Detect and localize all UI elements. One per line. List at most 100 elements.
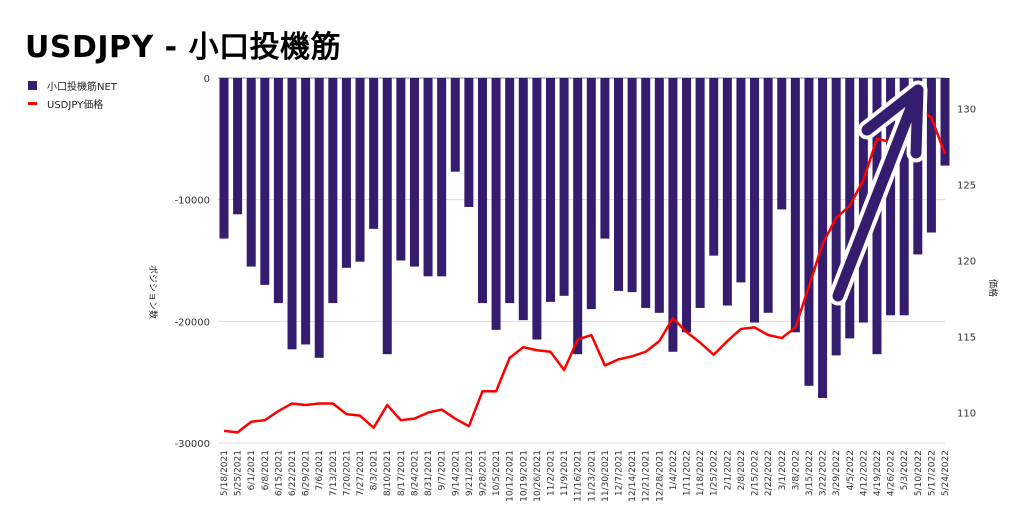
x-tick-label: 4/19/2022 xyxy=(873,450,883,496)
bar xyxy=(641,78,651,308)
x-tick-label: 2/8/2022 xyxy=(737,450,747,490)
bar xyxy=(627,78,637,293)
bar xyxy=(273,78,283,304)
x-tick-label: 11/30/2021 xyxy=(601,450,611,502)
bar xyxy=(260,78,270,285)
x-tick-label: 7/6/2021 xyxy=(315,450,325,490)
bar xyxy=(654,78,664,313)
x-tick-label: 6/15/2021 xyxy=(274,450,284,496)
x-tick-label: 2/15/2022 xyxy=(751,450,761,496)
bar xyxy=(586,78,596,310)
bar xyxy=(763,78,773,313)
x-tick-label: 9/21/2021 xyxy=(465,450,475,496)
bar xyxy=(532,78,542,340)
x-tick-label: 12/14/2021 xyxy=(628,450,638,502)
bar xyxy=(545,78,555,302)
x-tick-label: 3/29/2022 xyxy=(832,450,842,496)
bar xyxy=(409,78,419,267)
x-tick-label: 8/17/2021 xyxy=(397,450,407,496)
bar xyxy=(450,78,460,172)
x-tick-label: 4/5/2022 xyxy=(846,450,856,490)
x-tick-label: 7/20/2021 xyxy=(342,450,352,496)
bar xyxy=(573,78,583,355)
x-tick-label: 9/28/2021 xyxy=(478,450,488,496)
y-tick-left: -30000 xyxy=(175,439,210,450)
x-tick-label: 2/22/2022 xyxy=(764,450,774,496)
bar xyxy=(477,78,487,304)
x-tick-label: 3/15/2022 xyxy=(805,450,815,496)
bar xyxy=(341,78,351,268)
bar xyxy=(464,78,474,207)
chart-title: USDJPY - 小口投機筋 xyxy=(25,30,342,65)
bar xyxy=(505,78,515,304)
bar xyxy=(668,78,678,352)
x-tick-label: 6/29/2021 xyxy=(302,450,312,496)
bar xyxy=(219,78,229,239)
x-tick-label: 12/28/2021 xyxy=(655,450,665,502)
x-tick-label: 2/1/2022 xyxy=(723,450,733,490)
x-tick-label: 9/14/2021 xyxy=(451,450,461,496)
y-tick-right: 110 xyxy=(957,409,976,420)
y-tick-right: 130 xyxy=(957,104,976,115)
bar xyxy=(858,78,868,323)
bar xyxy=(682,78,692,333)
bar xyxy=(518,78,528,321)
y-tick-right: 120 xyxy=(957,257,976,268)
bar xyxy=(913,78,923,255)
x-tick-label: 1/11/2022 xyxy=(683,450,693,496)
x-tick-label: 11/2/2021 xyxy=(546,450,556,496)
x-tick-label: 10/12/2021 xyxy=(506,450,516,502)
x-tick-label: 10/19/2021 xyxy=(519,450,529,502)
x-tick-label: 7/13/2021 xyxy=(329,450,339,496)
y-axis-left-label: ポジション数 xyxy=(147,265,159,319)
bar xyxy=(926,78,936,233)
x-tick-label: 4/26/2022 xyxy=(887,450,897,496)
x-tick-label: 7/27/2021 xyxy=(356,450,366,496)
bar xyxy=(804,78,814,386)
y-tick-left: -10000 xyxy=(175,196,210,207)
x-tick-label: 11/9/2021 xyxy=(560,450,570,496)
bar xyxy=(722,78,732,306)
bar xyxy=(559,78,569,296)
bar xyxy=(301,78,311,345)
x-tick-label: 5/18/2021 xyxy=(220,450,230,496)
x-tick-label: 1/18/2022 xyxy=(696,450,706,496)
bar xyxy=(940,78,950,166)
price-line xyxy=(223,102,947,434)
bar xyxy=(600,78,610,239)
y-tick-right: 115 xyxy=(957,333,976,344)
bar xyxy=(233,78,243,215)
bar xyxy=(437,78,447,277)
bar xyxy=(396,78,406,261)
x-tick-label: 8/24/2021 xyxy=(410,450,420,496)
x-tick-label: 12/21/2021 xyxy=(642,450,652,502)
x-tick-label: 3/8/2022 xyxy=(791,450,801,490)
x-tick-label: 1/25/2022 xyxy=(710,450,720,496)
x-tick-label: 11/23/2021 xyxy=(587,450,597,502)
legend-item-price: USDJPY価格 xyxy=(28,94,117,112)
bar xyxy=(790,78,800,333)
legend-label-net: 小口投機筋NET xyxy=(47,81,117,93)
bar xyxy=(314,78,324,358)
x-tick-label: 3/22/2022 xyxy=(819,450,829,496)
x-tick-label: 6/22/2021 xyxy=(288,450,298,496)
x-tick-label: 1/4/2022 xyxy=(669,450,679,490)
legend-bar-swatch xyxy=(28,80,37,90)
x-tick-label: 8/31/2021 xyxy=(424,450,434,496)
legend-label-price: USDJPY価格 xyxy=(47,99,104,111)
y-tick-left: -20000 xyxy=(175,317,210,328)
x-tick-label: 10/26/2021 xyxy=(533,450,543,502)
x-tick-label: 4/12/2022 xyxy=(859,450,869,496)
legend-line-swatch xyxy=(28,101,37,105)
x-tick-label: 5/3/2022 xyxy=(900,450,910,490)
x-tick-label: 11/16/2021 xyxy=(574,450,584,502)
x-tick-label: 8/10/2021 xyxy=(383,450,393,496)
legend-item-net: 小口投機筋NET xyxy=(28,76,117,94)
x-tick-label: 12/7/2021 xyxy=(615,450,625,496)
bar xyxy=(736,78,746,283)
x-tick-label: 10/5/2021 xyxy=(492,450,502,496)
bar xyxy=(382,78,392,355)
bar xyxy=(818,78,828,398)
bar xyxy=(491,78,501,330)
